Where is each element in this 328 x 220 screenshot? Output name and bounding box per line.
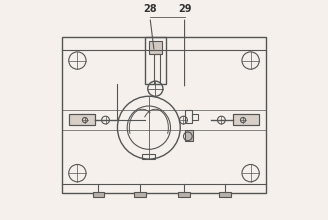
Bar (185, 130, 193, 141)
Bar (149, 41, 162, 54)
Text: 28: 28 (143, 4, 157, 14)
Bar (69, 114, 95, 125)
Bar (219, 192, 231, 197)
Text: 29: 29 (178, 4, 191, 14)
Bar (233, 114, 259, 125)
Bar (69, 114, 95, 125)
Bar (134, 192, 146, 197)
Bar (185, 110, 192, 123)
Bar (233, 114, 259, 125)
Bar (142, 154, 155, 159)
Bar (178, 192, 190, 197)
Bar (145, 37, 166, 84)
Bar (62, 37, 266, 193)
Bar (154, 54, 160, 84)
Bar (92, 192, 104, 197)
Bar (192, 114, 197, 120)
